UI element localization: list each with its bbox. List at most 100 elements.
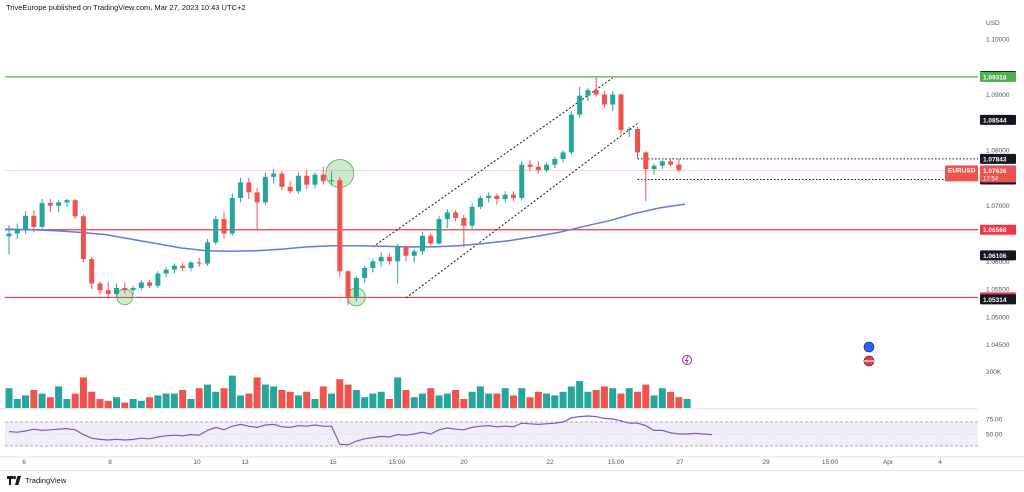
volume-bar	[113, 397, 121, 408]
candle-body	[618, 94, 624, 131]
candle-body	[535, 166, 541, 171]
x-tick-label: 8	[108, 459, 112, 466]
tradingview-logo[interactable]: TradingView	[7, 476, 66, 485]
candle	[510, 191, 516, 202]
candle	[461, 214, 467, 248]
publisher-line: TriveEurope published on TradingView.com…	[6, 3, 246, 12]
candle	[320, 166, 326, 185]
volume-bar	[344, 384, 352, 408]
lightning-icon	[682, 355, 692, 365]
price-label: 1.06106	[983, 253, 1007, 260]
volume-bar	[551, 395, 559, 408]
candle	[626, 126, 632, 137]
candle-body	[6, 233, 12, 237]
candle-body	[180, 265, 186, 268]
candle-body	[188, 262, 194, 268]
volume-bar	[592, 390, 600, 408]
volume-bar	[187, 399, 195, 408]
volume-bar	[435, 395, 443, 408]
volume-bar	[154, 395, 162, 408]
volume-bar	[170, 393, 178, 408]
candle-body	[97, 283, 103, 291]
candle-body	[138, 282, 144, 288]
candle	[502, 191, 508, 203]
candle	[544, 162, 550, 173]
volume-bar	[22, 395, 30, 408]
price-label: 1.07843	[983, 156, 1007, 163]
footer: TradingView	[0, 470, 1024, 492]
candle	[527, 160, 533, 172]
rsi-line	[8, 415, 712, 446]
volume-bar	[237, 395, 245, 408]
volume-bar	[13, 399, 21, 408]
candle-body	[204, 242, 210, 264]
channel-upper	[372, 77, 613, 248]
y-tick-label: 1.04500	[986, 342, 1010, 349]
candle-body	[80, 216, 86, 260]
volume-bar	[468, 391, 476, 408]
volume-bar	[460, 399, 468, 408]
candle-body	[122, 287, 128, 291]
candle	[453, 210, 459, 222]
volume-bar	[55, 386, 63, 408]
price-label-bg	[980, 114, 1016, 125]
candle-body	[312, 174, 318, 185]
volume-bar	[650, 395, 658, 408]
price-label: 1.05314	[983, 297, 1007, 304]
candle	[494, 193, 500, 205]
candle-body	[386, 256, 392, 262]
volume-bar	[220, 388, 228, 408]
x-tick-label: 15	[329, 459, 337, 466]
volume-bar	[63, 399, 71, 408]
candle	[229, 193, 235, 236]
current-price-tag: 1.07636	[983, 168, 1007, 175]
candle	[39, 199, 45, 230]
volume-bar	[179, 390, 187, 408]
countdown-label: 17:54	[983, 176, 999, 182]
volume-bar	[352, 390, 360, 408]
y-tick-label: 1.06000	[986, 259, 1010, 266]
candle	[618, 93, 624, 135]
candle	[577, 86, 583, 118]
candle	[519, 161, 525, 201]
x-tick-label: 15:00	[389, 459, 406, 466]
volume-bar	[452, 390, 460, 408]
x-tick-label: 10	[193, 459, 201, 466]
candle-body	[635, 129, 641, 153]
candle	[651, 163, 657, 175]
candle	[246, 177, 252, 200]
volume-bar	[534, 391, 542, 408]
candle-body	[577, 95, 583, 115]
volume-bar	[584, 391, 592, 408]
candle-body	[196, 262, 202, 264]
volume-bar	[402, 390, 410, 408]
chart[interactable]: 1.10000 1.09000 1.08000 1.07000 1.06000 1.055…	[0, 0, 1024, 470]
candle-body	[353, 277, 359, 297]
symbol-tag-label: EURUSD	[948, 167, 976, 174]
volume-bar	[642, 384, 650, 408]
candle-body	[163, 269, 169, 274]
volume-bar	[319, 386, 327, 408]
x-tick-label: 22	[546, 459, 554, 466]
rsi-tick-label: 75.00	[986, 417, 1003, 424]
candle-body	[287, 186, 293, 192]
volume-bar	[567, 386, 575, 408]
candle	[89, 256, 95, 290]
y-tick-label: 1.09000	[986, 92, 1010, 99]
candle	[593, 76, 599, 97]
candle-body	[676, 164, 682, 171]
candle-body	[469, 206, 475, 226]
candle	[444, 209, 450, 228]
candle	[138, 280, 144, 291]
candle-body	[56, 202, 62, 206]
candle-body	[320, 174, 326, 182]
channel-lower	[405, 123, 638, 299]
candle	[353, 275, 359, 302]
volume-bar	[162, 393, 170, 408]
candle-body	[130, 287, 136, 291]
candle-body	[428, 235, 434, 244]
candle-body	[477, 197, 483, 207]
candle-body	[31, 215, 37, 227]
candle-body	[39, 202, 45, 227]
rsi-tick-label: 50.00	[986, 432, 1003, 439]
